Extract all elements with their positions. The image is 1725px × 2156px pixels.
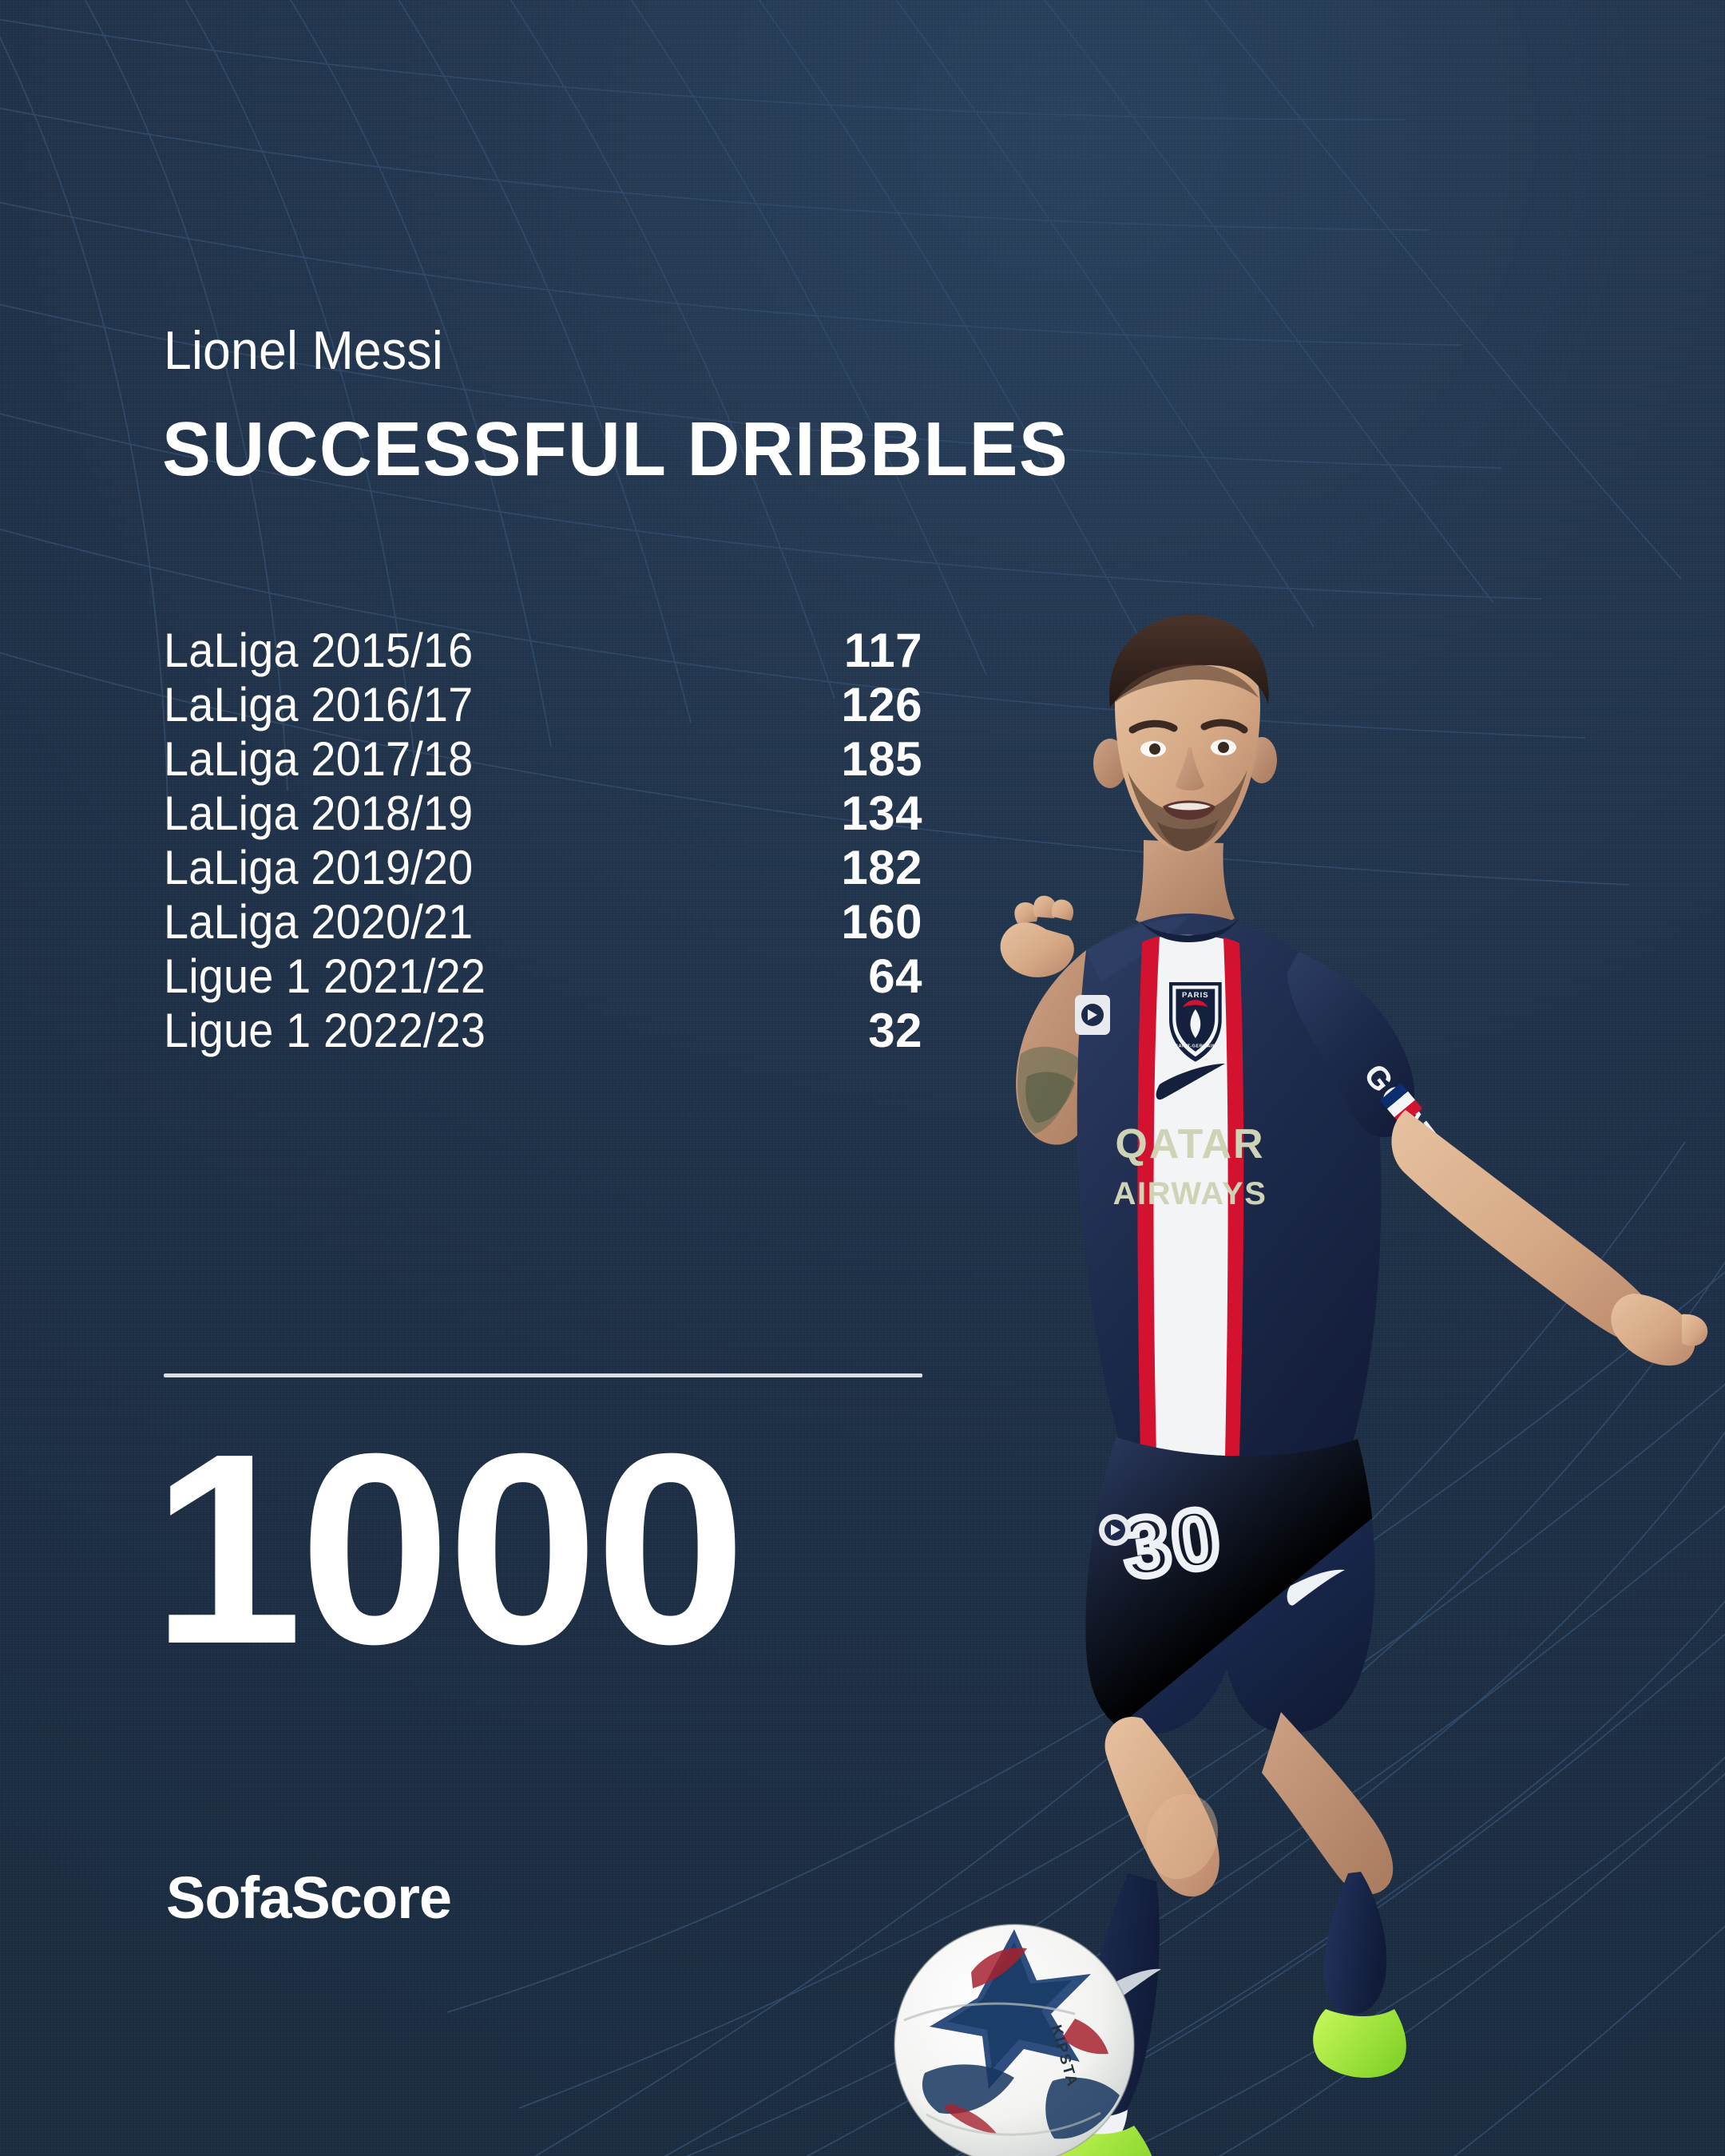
stat-value: 134 <box>841 787 922 840</box>
table-row: LaLiga 2018/19 134 <box>164 790 922 844</box>
stat-value: 64 <box>868 949 922 1003</box>
stat-value: 126 <box>841 678 922 731</box>
player-name: Lionel Messi <box>164 320 443 381</box>
table-row: LaLiga 2016/17 126 <box>164 681 922 735</box>
stat-label: Ligue 1 2021/22 <box>164 949 486 1003</box>
stat-value: 117 <box>843 624 922 677</box>
sofascore-logo: SofaScore <box>166 1865 452 1931</box>
table-row: LaLiga 2019/20 182 <box>164 844 922 898</box>
stat-value: 160 <box>841 895 922 949</box>
table-row: Ligue 1 2022/23 32 <box>164 1007 922 1061</box>
stat-value: 182 <box>841 841 922 894</box>
stat-label: LaLiga 2020/21 <box>164 895 474 949</box>
stat-label: Ligue 1 2022/23 <box>164 1004 486 1057</box>
table-row: LaLiga 2017/18 185 <box>164 735 922 790</box>
stat-label: LaLiga 2016/17 <box>164 678 474 731</box>
stat-value: 32 <box>868 1004 922 1057</box>
table-row: LaLiga 2015/16 117 <box>164 627 922 681</box>
stat-label: LaLiga 2018/19 <box>164 787 474 840</box>
stat-value: 185 <box>841 732 922 786</box>
total-divider <box>164 1373 922 1377</box>
stat-label: LaLiga 2017/18 <box>164 732 474 786</box>
page-title: SUCCESSFUL DRIBBLES <box>162 406 1069 492</box>
stats-table: LaLiga 2015/16 117 LaLiga 2016/17 126 La… <box>164 627 922 1061</box>
table-row: Ligue 1 2021/22 64 <box>164 953 922 1007</box>
stat-label: LaLiga 2019/20 <box>164 841 474 894</box>
total-value: 1000 <box>152 1397 746 1701</box>
stat-label: LaLiga 2015/16 <box>164 624 474 677</box>
table-row: LaLiga 2020/21 160 <box>164 898 922 953</box>
